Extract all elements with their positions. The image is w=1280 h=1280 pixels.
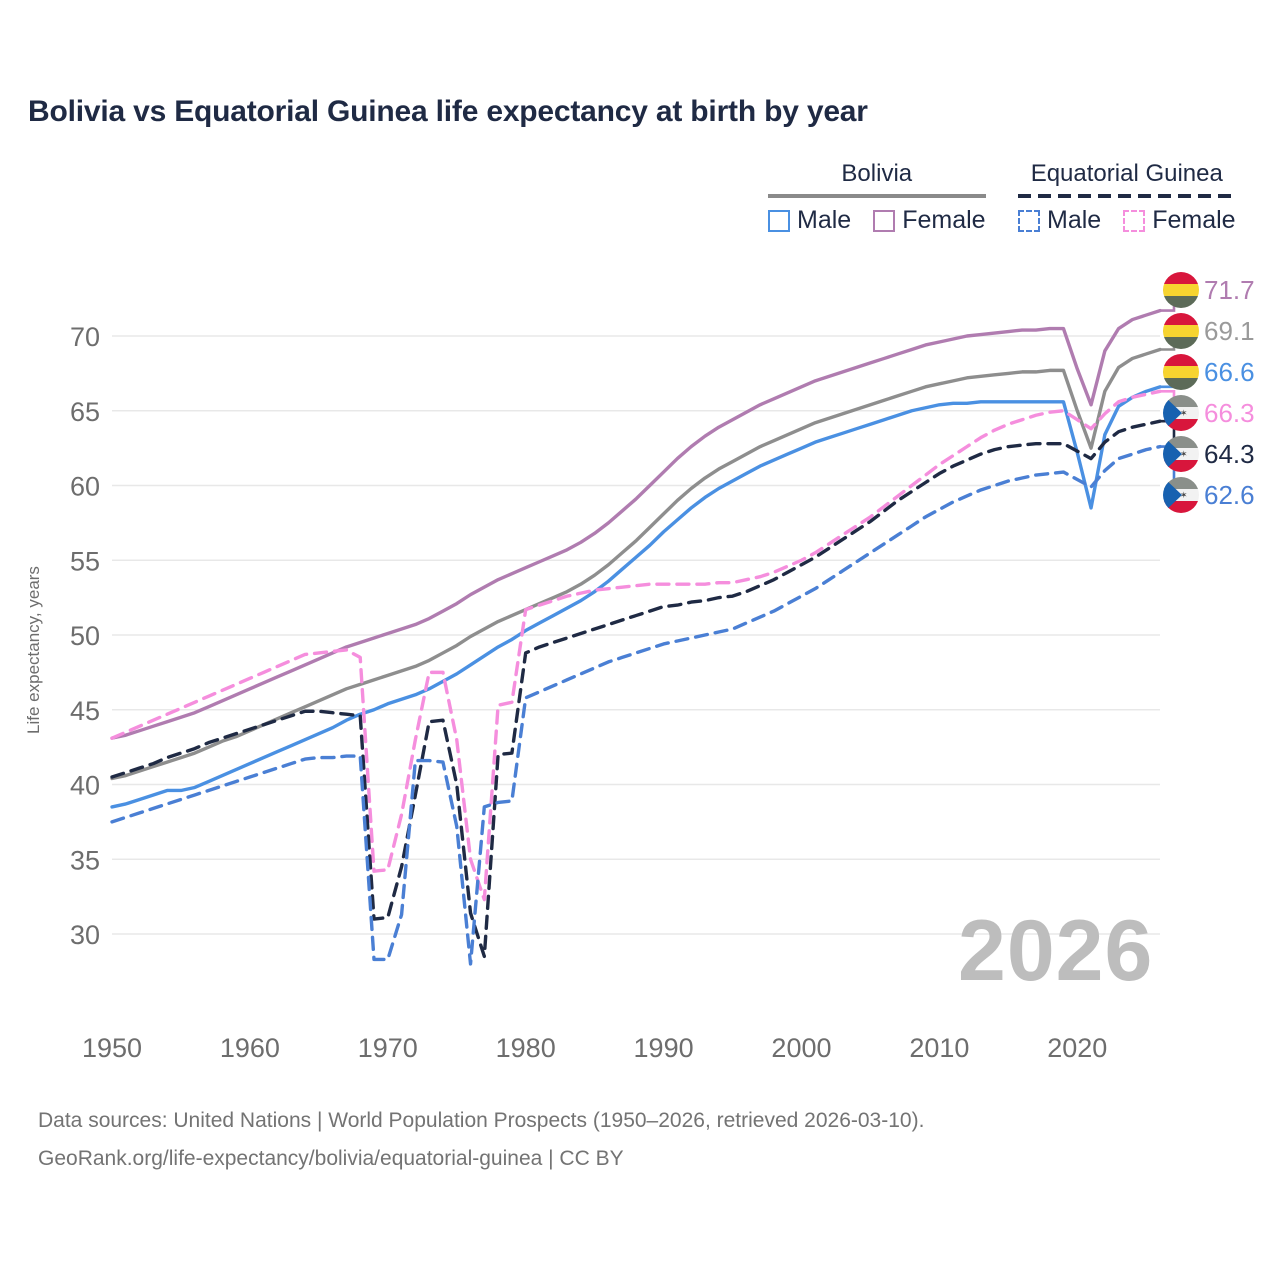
series-line — [110, 385, 1162, 809]
y-axis-title: Life expectancy, years — [24, 566, 43, 734]
equatorial-guinea-flag-icon: ✶ — [1163, 477, 1199, 513]
y-axis-tick-label: 30 — [70, 920, 100, 950]
series-end-value: 64.3 — [1204, 438, 1255, 469]
x-axis-tick-label: 1980 — [496, 1033, 556, 1063]
series-end-label: 71.7 — [1163, 272, 1255, 308]
series-end-value: 66.3 — [1204, 397, 1255, 428]
legend-label-equatorial-guinea-female: Female — [1152, 206, 1236, 234]
footer-data-sources: Data sources: United Nations | World Pop… — [38, 1109, 925, 1132]
equatorial-guinea-flag-icon: ✶ — [1163, 395, 1199, 431]
y-axis-tick-label: 55 — [70, 546, 100, 576]
legend-item-equatorial-guinea-female[interactable]: Female — [1123, 206, 1236, 235]
legend-group-equatorial-guinea: Equatorial Guinea Male Female — [1018, 160, 1236, 235]
y-axis-tick-label: 45 — [70, 696, 100, 726]
legend-item-equatorial-guinea-male[interactable]: Male — [1018, 206, 1101, 235]
series-line — [110, 347, 1162, 781]
x-axis-tick-label: 2020 — [1047, 1033, 1107, 1063]
legend-item-bolivia-male[interactable]: Male — [768, 206, 851, 235]
series-end-value: 66.6 — [1204, 356, 1255, 387]
footer: Data sources: United Nations | World Pop… — [38, 1102, 1238, 1178]
series-end-label: 66.6 — [1163, 354, 1255, 390]
legend-item-bolivia-female[interactable]: Female — [873, 206, 986, 235]
footer-attribution: GeoRank.org/life-expectancy/bolivia/equa… — [38, 1147, 624, 1170]
series-line — [110, 308, 1162, 740]
x-axis-tick-label: 1970 — [358, 1033, 418, 1063]
y-axis-tick-label: 70 — [70, 322, 100, 352]
legend-swatch-icon — [768, 209, 790, 232]
y-axis-tick-labels: 30 35 40 45 50 55 60 65 70 — [70, 322, 100, 950]
x-axis-tick-label: 1960 — [220, 1033, 280, 1063]
series-end-label: ✶ 64.3 — [1163, 436, 1255, 472]
legend-rule-bolivia — [768, 194, 986, 198]
legend-swatch-icon — [873, 209, 896, 232]
x-axis-tick-label: 1990 — [634, 1033, 694, 1063]
series-line — [110, 444, 1162, 966]
series-end-value: 69.1 — [1204, 315, 1255, 346]
legend-group-bolivia: Bolivia Male Female — [768, 160, 986, 235]
y-axis-tick-label: 60 — [70, 472, 100, 502]
series-end-label: 69.1 — [1163, 313, 1255, 349]
bolivia-flag-icon — [1163, 272, 1199, 308]
series-end-label: ✶ 62.6 — [1163, 477, 1255, 513]
legend-label-bolivia-male: Male — [797, 206, 852, 234]
y-axis-tick-label: 65 — [70, 397, 100, 427]
legend-heading-bolivia: Bolivia — [841, 160, 913, 187]
y-axis-tick-label: 35 — [70, 845, 100, 875]
legend-label-equatorial-guinea-male: Male — [1047, 206, 1102, 234]
x-axis-tick-label: 2000 — [771, 1033, 831, 1063]
chart-legend: Bolivia Male Female Equatorial Guinea Ma… — [750, 160, 1250, 240]
bolivia-flag-icon — [1163, 313, 1199, 349]
legend-label-bolivia-female: Female — [902, 206, 986, 234]
legend-swatch-icon — [1018, 209, 1040, 232]
legend-rule-equatorial-guinea — [1018, 194, 1236, 198]
legend-swatch-icon — [1123, 209, 1146, 232]
y-axis-tick-label: 40 — [70, 771, 100, 801]
equatorial-guinea-flag-icon: ✶ — [1163, 436, 1199, 472]
series-lines — [110, 308, 1162, 966]
x-axis-tick-label: 2010 — [909, 1033, 969, 1063]
series-end-value: 62.6 — [1204, 479, 1255, 510]
legend-heading-equatorial-guinea: Equatorial Guinea — [1030, 160, 1223, 187]
x-axis-tick-label: 1950 — [82, 1033, 142, 1063]
gridlines — [112, 335, 1160, 935]
series-line — [110, 389, 1162, 902]
page-title: Bolivia vs Equatorial Guinea life expect… — [28, 95, 868, 128]
x-axis-tick-labels: 1950 1960 1970 1980 1990 2000 2010 2020 — [82, 1033, 1107, 1063]
series-line — [110, 419, 1162, 959]
y-axis-tick-label: 50 — [70, 621, 100, 651]
series-end-value: 71.7 — [1204, 274, 1255, 305]
bolivia-flag-icon — [1163, 354, 1199, 390]
series-end-label: ✶ 66.3 — [1163, 395, 1255, 431]
